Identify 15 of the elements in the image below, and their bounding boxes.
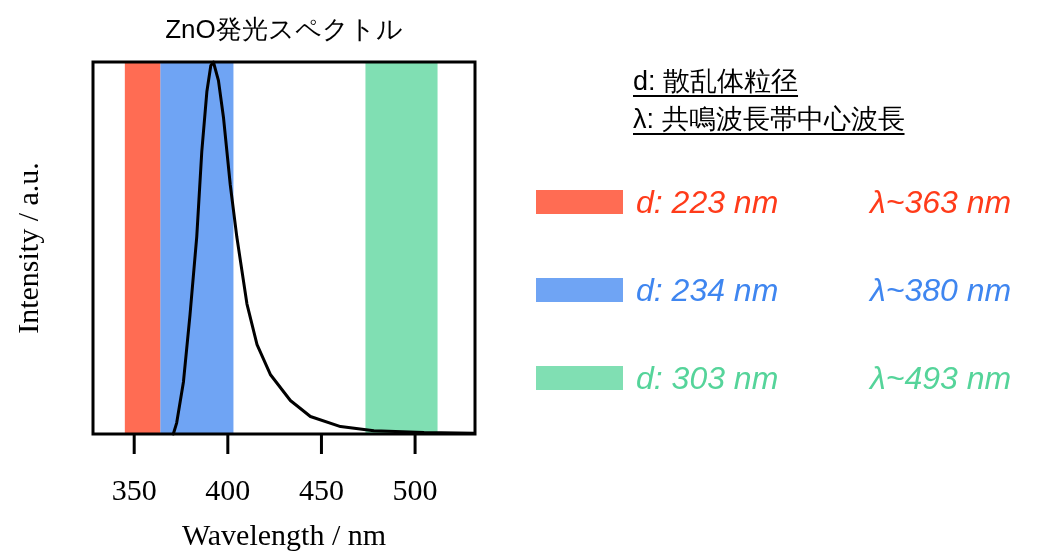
x-tick-label: 400 [205,473,251,506]
text: d: 散乱体粒径 [633,66,799,96]
text: λ~380 nm [868,272,1012,308]
y-axis-title: Intensity / a.u. [11,162,44,334]
x-tick-label: 450 [298,473,344,506]
band-label: d: 223 nm [636,184,779,220]
x-axis-title: Wavelength / nm [181,518,387,551]
chart-title: ZnO発光スペクトル [165,14,403,44]
x-tick-label: 350 [111,473,157,506]
text: λ~493 nm [868,360,1012,396]
text: λ: 共鳴波長帯中心波長 [633,104,905,134]
band-label: d: 234 nm [636,272,779,308]
text: λ~363 nm [868,184,1012,220]
band-label: d: 303 nm [636,360,779,396]
x-tick-label: 500 [392,473,438,506]
